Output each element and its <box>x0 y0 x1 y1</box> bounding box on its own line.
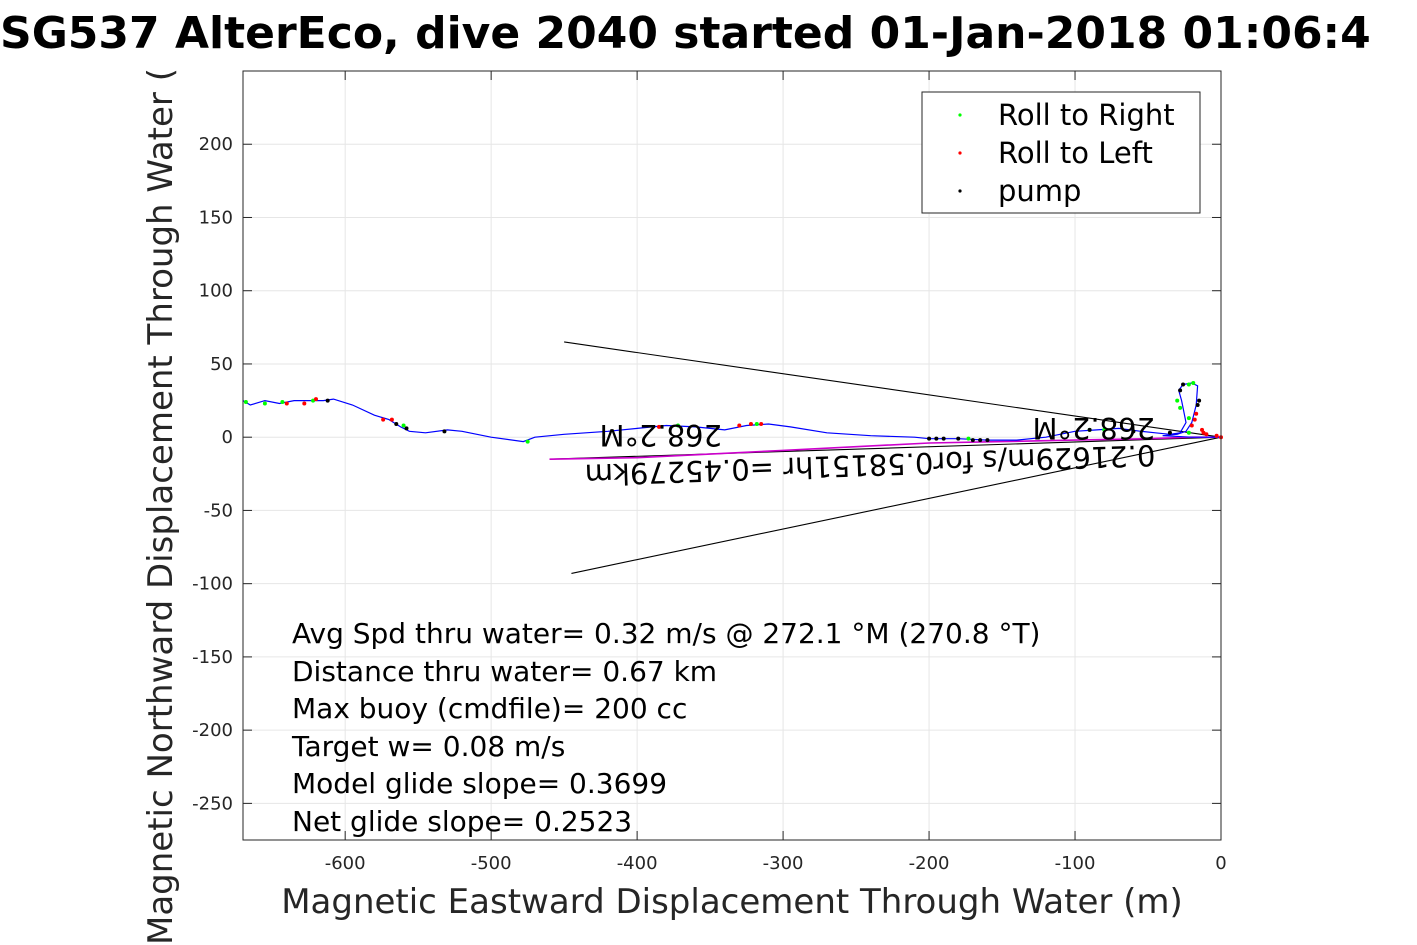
pump-point <box>1178 388 1183 393</box>
roll-right-point <box>754 422 759 427</box>
current-lines <box>549 341 1222 574</box>
legend-label-roll-left: Roll to Left <box>998 136 1153 170</box>
y-axis-label: Magnetic Northward Displacement Through … <box>141 68 181 945</box>
stats-net-glide-slope: Net glide slope= 0.2523 <box>292 805 632 838</box>
roll-left-point <box>389 417 394 422</box>
pump-point <box>985 438 990 443</box>
y-tick-label: 200 <box>199 134 233 155</box>
roll-right-point <box>525 439 530 444</box>
roll-left-points <box>284 397 1223 440</box>
x-tick-label: -400 <box>617 853 658 874</box>
roll-left-point <box>1189 423 1194 428</box>
pump-point <box>1195 402 1200 407</box>
y-tick-label: -50 <box>204 500 233 521</box>
pump-point <box>325 398 330 403</box>
roll-right-point <box>401 423 406 428</box>
roll-left-point <box>1192 417 1197 422</box>
stats-text-block: Avg Spd thru water= 0.32 m/s @ 272.1 °M … <box>291 617 1040 838</box>
stats-avg-speed: Avg Spd thru water= 0.32 m/s @ 272.1 °M … <box>292 617 1040 650</box>
roll-right-point <box>1175 398 1180 403</box>
roll-left-point <box>737 423 742 428</box>
pump-point <box>442 429 447 434</box>
roll-left-point <box>1194 411 1199 416</box>
roll-left-point <box>284 401 289 406</box>
pump-point <box>1197 398 1202 403</box>
current-line <box>571 436 1222 574</box>
roll-left-point <box>1214 433 1219 438</box>
y-tick-label: -150 <box>192 647 233 668</box>
pump-point <box>404 426 409 431</box>
roll-right-point <box>1102 427 1107 432</box>
dive-track-line <box>242 382 1221 443</box>
chart-title: SG537 AlterEco, dive 2040 started 01-Jan… <box>0 8 1371 59</box>
heading-annotation-left: 268.2°M <box>599 418 722 452</box>
pump-point <box>1167 430 1172 435</box>
roll-left-point <box>657 424 662 429</box>
pump-point <box>934 436 939 441</box>
x-tick-label: -200 <box>909 853 950 874</box>
x-tick-label: 0 <box>1215 853 1226 874</box>
y-axis-ticks: 200 150 100 50 0 -50 -100 -150 -200 -250 <box>192 134 1221 814</box>
pump-point <box>1087 427 1092 432</box>
y-tick-label: -200 <box>192 720 233 741</box>
legend-marker-roll-right <box>958 113 962 117</box>
pump-point <box>978 438 983 443</box>
stats-target-w: Target w= 0.08 m/s <box>291 730 565 763</box>
heading-annotation-right: 268.2°M <box>1032 411 1155 445</box>
roll-right-point <box>966 436 971 441</box>
x-tick-label: -500 <box>471 853 512 874</box>
x-tick-label: -600 <box>325 853 366 874</box>
roll-right-point <box>675 423 680 428</box>
roll-right-point <box>280 400 285 405</box>
pump-point <box>941 436 946 441</box>
y-tick-label: -250 <box>192 793 233 814</box>
grid-lines <box>243 71 1222 840</box>
y-tick-label: 150 <box>199 207 233 228</box>
roll-left-point <box>1204 432 1209 437</box>
plot-border <box>242 70 1222 841</box>
roll-left-point <box>381 417 386 422</box>
legend: Roll to Right Roll to Left pump <box>921 91 1201 214</box>
pump-point <box>927 436 932 441</box>
legend-marker-pump <box>958 189 962 193</box>
x-axis-ticks: -600 -500 -400 -300 -200 -100 0 <box>325 71 1227 874</box>
y-tick-label: 50 <box>210 354 233 375</box>
stats-model-glide-slope: Model glide slope= 0.3699 <box>292 767 667 800</box>
y-tick-label: 0 <box>222 427 233 448</box>
roll-right-point <box>262 401 267 406</box>
y-tick-label: -100 <box>192 574 233 595</box>
current-line <box>549 436 1222 460</box>
pump-point <box>970 438 975 443</box>
roll-left-point <box>313 397 318 402</box>
roll-left-point <box>748 422 753 427</box>
roll-right-point <box>1186 430 1191 435</box>
roll-right-point <box>1186 416 1191 421</box>
roll-right-point <box>243 400 248 405</box>
roll-left-point <box>759 422 764 427</box>
pump-point <box>956 436 961 441</box>
pump-point <box>1181 382 1186 387</box>
stats-distance: Distance thru water= 0.67 km <box>292 655 717 688</box>
legend-marker-roll-left <box>958 151 962 155</box>
legend-box <box>921 91 1201 214</box>
current-line <box>564 341 1222 438</box>
roll-right-point <box>1191 380 1196 385</box>
magenta-track-line <box>549 436 1221 460</box>
y-tick-label: 100 <box>199 281 233 302</box>
legend-label-pump: pump <box>998 174 1081 208</box>
x-tick-label: -300 <box>763 853 804 874</box>
roll-right-point <box>1186 382 1191 387</box>
roll-right-point <box>1178 405 1183 410</box>
roll-left-point <box>302 401 307 406</box>
x-axis-label: Magnetic Eastward Displacement Through W… <box>281 882 1183 922</box>
pump-point <box>394 422 399 427</box>
pump-point <box>1131 429 1136 434</box>
stats-max-buoy: Max buoy (cmdfile)= 200 cc <box>292 692 687 725</box>
legend-label-roll-right: Roll to Right <box>998 98 1175 132</box>
x-tick-label: -100 <box>1055 853 1096 874</box>
pump-points <box>325 382 1202 443</box>
